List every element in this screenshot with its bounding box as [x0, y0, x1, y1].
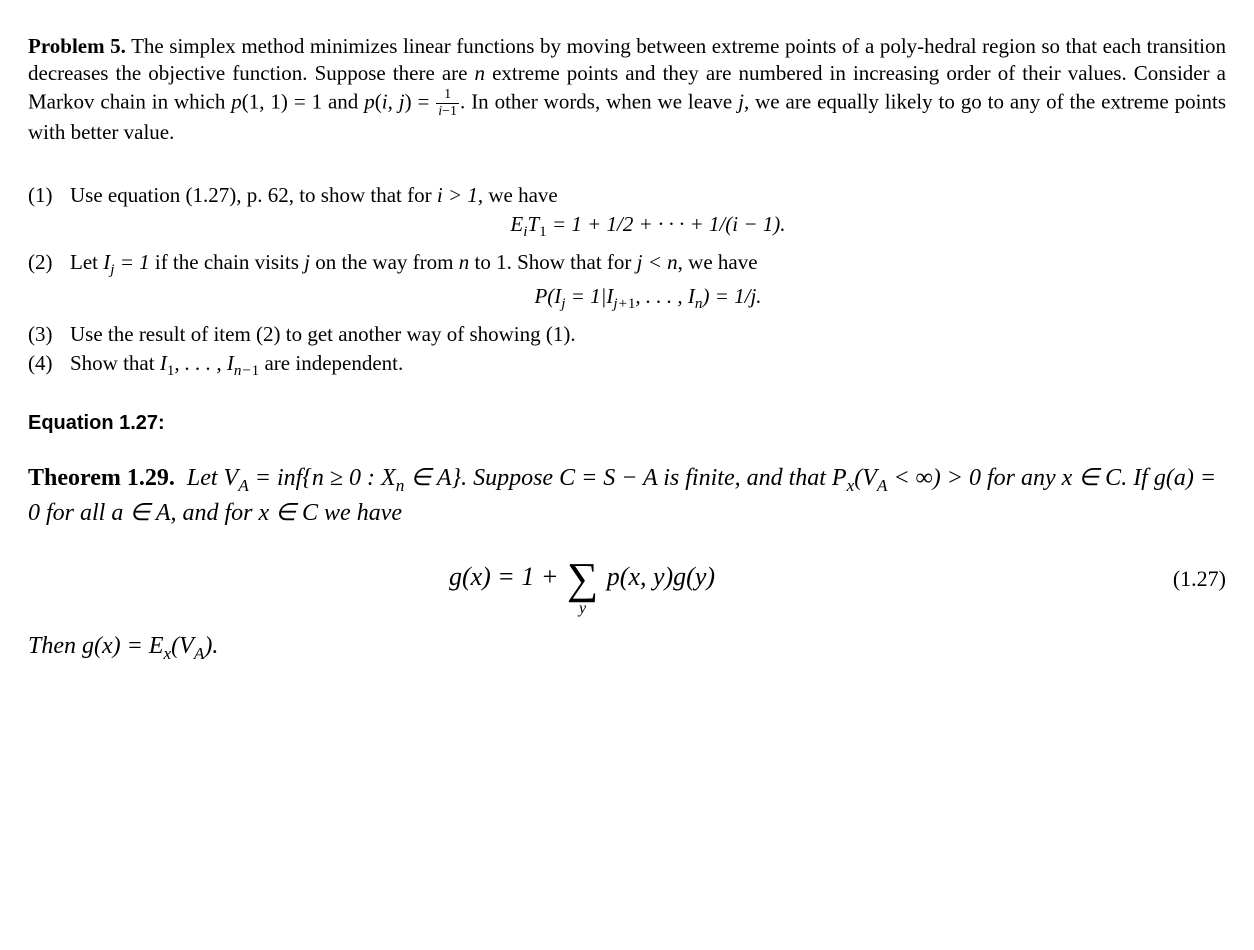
problem-fraction: 1i−1 — [436, 88, 459, 119]
part-2: (2) Let Ij = 1 if the chain visits j on … — [28, 249, 1226, 319]
part-2-text-e: , we have — [678, 250, 758, 274]
part-4: (4) Show that I1, . . . , In−1 are indep… — [28, 350, 1226, 382]
part-2-equation: P(Ij = 1|Ij+1, . . . , In) = 1/j. — [70, 283, 1226, 315]
theorem-label: Theorem 1.29. — [28, 465, 175, 491]
part-2-jltn: j < n — [637, 250, 678, 274]
theorem-body: Let VA = inf{n ≥ 0 : Xn ∈ A}. Suppose C … — [28, 465, 1216, 526]
part-1-text-a: Use equation (1.27), p. 62, to show that… — [70, 183, 437, 207]
problem-n-var: n — [475, 61, 486, 85]
problem-statement: Problem 5. The simplex method minimizes … — [28, 33, 1226, 146]
part-2-label: (2) — [28, 249, 70, 276]
part-2-text-b: if the chain visits — [150, 250, 305, 274]
equation-number: (1.27) — [1136, 565, 1226, 594]
part-1-body: Use equation (1.27), p. 62, to show that… — [70, 182, 1226, 247]
theorem-block: Theorem 1.29. Let VA = inf{n ≥ 0 : Xn ∈ … — [28, 462, 1226, 530]
problem-text-d: . In other words, when we leave — [460, 89, 738, 113]
problem-pij-comma: , — [388, 89, 399, 113]
part-4-text-a: Show that — [70, 351, 160, 375]
problem-p11-lhs: p — [231, 89, 242, 113]
theorem-conclusion: Then g(x) = Ex(VA). — [28, 631, 1226, 665]
part-1-text-b: , we have — [478, 183, 558, 207]
part-1-label: (1) — [28, 182, 70, 209]
problem-paragraph: Problem 5. The simplex method minimizes … — [28, 33, 1226, 146]
parts-list: (1) Use equation (1.27), p. 62, to show … — [28, 182, 1226, 382]
part-4-label: (4) — [28, 350, 70, 377]
eq-rhs: p(x, y)g(y) — [600, 562, 715, 591]
equation-section-heading: Equation 1.27: — [28, 410, 1226, 436]
part-2-body: Let Ij = 1 if the chain visits j on the … — [70, 249, 1226, 319]
problem-text-c: and — [322, 89, 364, 113]
fraction-numerator: 1 — [436, 88, 459, 104]
part-2-ij-def: Ij = 1 — [103, 250, 149, 274]
part-1-equation: EiT1 = 1 + 1/2 + · · · + 1/(i − 1). — [70, 211, 1226, 243]
part-3-label: (3) — [28, 321, 70, 348]
problem-label: Problem 5. — [28, 34, 126, 58]
problem-pij-open: ( — [375, 89, 382, 113]
problem-pij-lhs: p — [364, 89, 375, 113]
summation-symbol: ∑y — [567, 557, 598, 601]
part-3-body: Use the result of item (2) to get anothe… — [70, 321, 1226, 348]
part-4-body: Show that I1, . . . , In−1 are independe… — [70, 350, 1226, 382]
fraction-denominator: i−1 — [436, 104, 459, 119]
summation-index: y — [567, 601, 598, 617]
part-3-text: Use the result of item (2) to get anothe… — [70, 322, 576, 346]
part-2-text-c: on the way from — [310, 250, 459, 274]
part-1-cond: i > 1 — [437, 183, 478, 207]
problem-p11-args: (1, 1) = 1 — [242, 89, 322, 113]
part-2-text-d: to 1. Show that for — [469, 250, 636, 274]
part-3: (3) Use the result of item (2) to get an… — [28, 321, 1226, 348]
part-4-seq: I1, . . . , In−1 — [160, 351, 259, 375]
problem-pij-close: ) = — [405, 89, 436, 113]
part-2-text-a: Let — [70, 250, 103, 274]
part-1: (1) Use equation (1.27), p. 62, to show … — [28, 182, 1226, 247]
equation-1-27: g(x) = 1 + ∑y p(x, y)g(y) — [28, 557, 1136, 601]
equation-1-27-row: g(x) = 1 + ∑y p(x, y)g(y) (1.27) — [28, 557, 1226, 601]
part-2-n: n — [459, 250, 470, 274]
part-4-text-b: are independent. — [259, 351, 403, 375]
eq-lhs: g(x) = 1 + — [449, 562, 565, 591]
